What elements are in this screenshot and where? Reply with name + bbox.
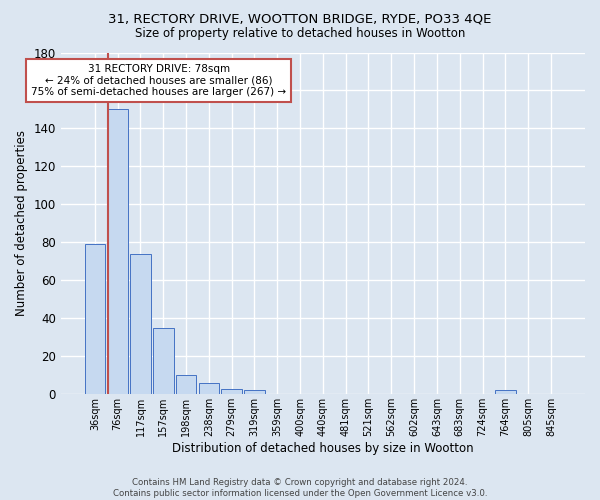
Bar <box>495 390 515 394</box>
Bar <box>244 390 265 394</box>
X-axis label: Distribution of detached houses by size in Wootton: Distribution of detached houses by size … <box>172 442 474 455</box>
Text: Size of property relative to detached houses in Wootton: Size of property relative to detached ho… <box>135 28 465 40</box>
Text: Contains HM Land Registry data © Crown copyright and database right 2024.
Contai: Contains HM Land Registry data © Crown c… <box>113 478 487 498</box>
Text: 31 RECTORY DRIVE: 78sqm
← 24% of detached houses are smaller (86)
75% of semi-de: 31 RECTORY DRIVE: 78sqm ← 24% of detache… <box>31 64 286 97</box>
Bar <box>199 383 219 394</box>
Bar <box>85 244 105 394</box>
Bar <box>153 328 173 394</box>
Bar <box>130 254 151 394</box>
Y-axis label: Number of detached properties: Number of detached properties <box>15 130 28 316</box>
Bar <box>176 376 196 394</box>
Bar <box>107 110 128 395</box>
Text: 31, RECTORY DRIVE, WOOTTON BRIDGE, RYDE, PO33 4QE: 31, RECTORY DRIVE, WOOTTON BRIDGE, RYDE,… <box>109 12 491 26</box>
Bar <box>221 388 242 394</box>
